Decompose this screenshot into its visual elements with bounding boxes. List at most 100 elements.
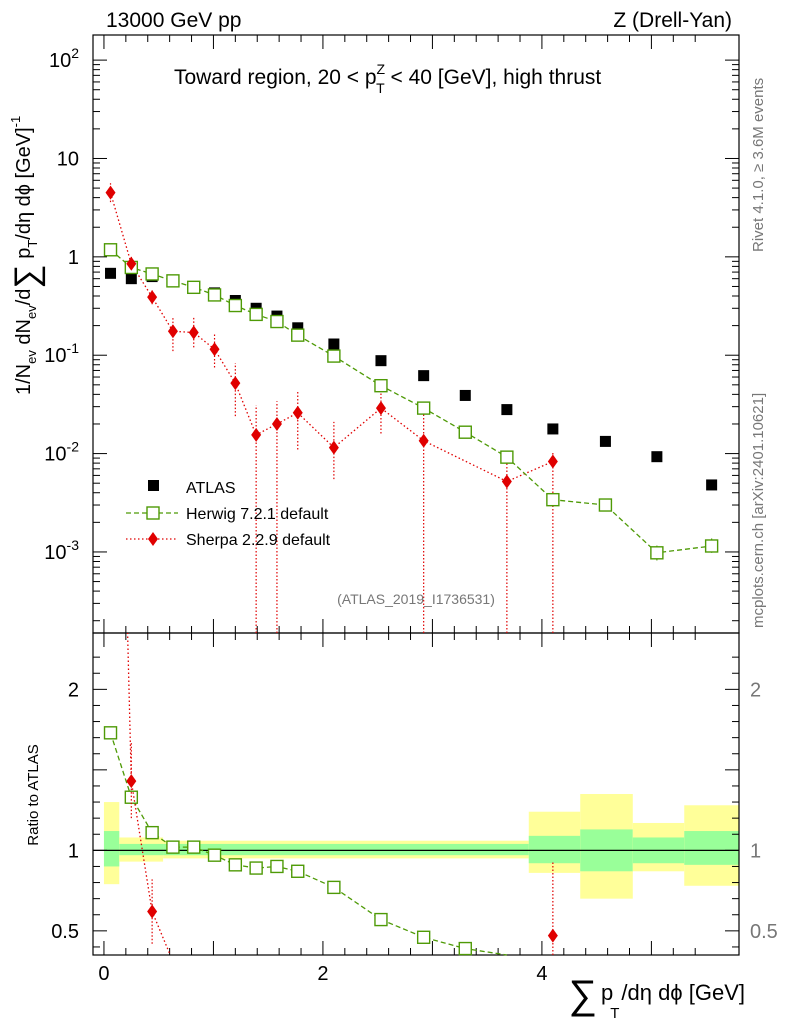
atlas-point — [459, 389, 471, 401]
sherpa-point — [418, 433, 429, 448]
axis-ticks: 0 2 4 10-3 10-2 10-1 1 10 102 0.5 0.5 1 1 2 2 — [44, 35, 778, 985]
ratio-band-inner-2 — [163, 843, 529, 856]
sherpa-point — [292, 405, 303, 420]
y-tick-label: 10-1 — [44, 340, 79, 367]
sherpa-point — [547, 454, 558, 469]
x-tick-label: 0 — [98, 963, 109, 985]
atlas-point — [375, 355, 387, 367]
title-sub: T — [376, 80, 385, 96]
herwig-ratio-point — [458, 941, 472, 956]
herwig-ratio-point — [270, 859, 284, 874]
herwig-point — [458, 425, 472, 439]
ratio-tick-label-left: 0.5 — [51, 921, 79, 943]
herwig-point — [270, 314, 284, 329]
atlas-point — [547, 423, 559, 435]
sherpa-point — [501, 474, 512, 489]
sherpa-line — [109, 192, 554, 483]
ratio-band-inner-3 — [528, 835, 581, 864]
main-series-layer — [103, 183, 719, 633]
herwig-point — [103, 243, 118, 257]
x-axis-label: ∑ p T/dη dϕ [GeV] — [568, 973, 745, 1022]
herwig-ratio-point — [374, 912, 388, 927]
herwig-point — [374, 378, 388, 393]
legend-sherpa-marker — [148, 532, 158, 546]
sherpa-point — [328, 440, 339, 455]
legend-herwig-marker — [146, 506, 160, 520]
ratio-band-inner-1 — [119, 843, 164, 856]
sherpa-point — [147, 290, 158, 305]
y-tick-label: 102 — [49, 45, 79, 72]
ratio-panel-frame — [92, 632, 740, 956]
sherpa-point — [251, 427, 262, 442]
legend: ATLAS Herwig 7.2.1 default Sherpa 2.2.9 … — [126, 480, 331, 549]
x-label-p: p — [601, 980, 613, 1005]
herwig-point — [704, 539, 719, 553]
y-axis-label: 1/Nev dNev/d∑ pT/dη dϕ [GeV]-1 — [8, 116, 46, 395]
sherpa-ratio-line — [126, 633, 171, 955]
atlas-point — [125, 273, 137, 285]
ratio-y-axis-label: Ratio to ATLAS — [25, 744, 42, 845]
ratio-tick-label-right: 2 — [750, 679, 761, 701]
herwig-ratio-point — [166, 840, 180, 854]
ratio-uncertainty-bands — [93, 794, 739, 899]
sherpa-point — [167, 324, 178, 339]
sherpa-point — [230, 376, 241, 391]
herwig-ratio-point — [187, 840, 201, 854]
y-tick-label: 10-2 — [44, 439, 79, 466]
y-tick-label: 10-3 — [44, 537, 79, 564]
sherpa-ratio-point — [547, 928, 558, 943]
sherpa-ratio-point — [147, 904, 158, 919]
herwig-point — [145, 267, 159, 281]
herwig-point — [207, 288, 222, 302]
x-label-sum: ∑ — [568, 973, 597, 1017]
atlas-point — [599, 435, 611, 447]
herwig-point — [500, 450, 514, 464]
ratio-tick-label-right: 0.5 — [750, 921, 778, 943]
header-left: 13000 GeV pp — [106, 9, 241, 32]
herwig-point — [546, 492, 560, 507]
ratio-panel-border — [92, 632, 740, 956]
herwig-point — [249, 307, 263, 322]
atlas-point — [292, 322, 304, 334]
herwig-ratio-point — [145, 825, 159, 840]
legend-atlas-marker — [148, 480, 159, 491]
herwig-ratio-point — [291, 864, 305, 878]
y-tick-label: 10 — [57, 148, 79, 170]
rivet-info: Rivet 4.1.0, ≥ 3.6M events — [750, 78, 767, 252]
title-post: < 40 [GeV], high thrust — [385, 66, 602, 89]
sherpa-point — [105, 185, 116, 200]
sherpa-point — [271, 416, 282, 431]
herwig-point — [187, 280, 201, 295]
atlas-point — [706, 479, 718, 491]
atlas-point — [328, 338, 340, 350]
herwig-ratio-point — [228, 858, 243, 872]
atlas-point — [651, 451, 663, 463]
sherpa-ratio-point — [126, 774, 137, 789]
x-tick-label: 4 — [536, 963, 547, 985]
herwig-point — [327, 349, 341, 363]
herwig-point — [598, 498, 613, 512]
header-right: Z (Drell-Yan) — [613, 9, 732, 32]
title-sup: Z — [377, 61, 386, 77]
legend-herwig-label: Herwig 7.2.1 default — [186, 506, 329, 523]
herwig-point — [291, 328, 305, 342]
atlas-point — [105, 267, 117, 279]
legend-sherpa-label: Sherpa 2.2.9 default — [186, 532, 331, 549]
mcplots-info: mcplots.cern.ch [arXiv:2401.10621] — [750, 393, 767, 628]
atlas-point — [501, 404, 513, 416]
sherpa-point — [188, 325, 199, 340]
x-tick-label: 2 — [317, 963, 328, 985]
sherpa-point — [209, 342, 220, 357]
analysis-id: (ATLAS_2019_I1736531) — [337, 591, 495, 607]
sherpa-point — [375, 401, 386, 416]
chart-title: Toward region, 20 < pZ T < 40 [GeV], high… — [174, 61, 601, 96]
herwig-point — [166, 274, 180, 288]
ratio-tick-label-left: 1 — [68, 840, 79, 862]
y-tick-label: 1 — [68, 247, 79, 269]
herwig-ratio-point — [103, 726, 118, 740]
ratio-series-layer — [103, 633, 558, 956]
herwig-point — [650, 546, 664, 560]
herwig-point — [416, 401, 431, 415]
herwig-ratio-point — [207, 848, 222, 862]
legend-atlas-label: ATLAS — [186, 480, 236, 497]
